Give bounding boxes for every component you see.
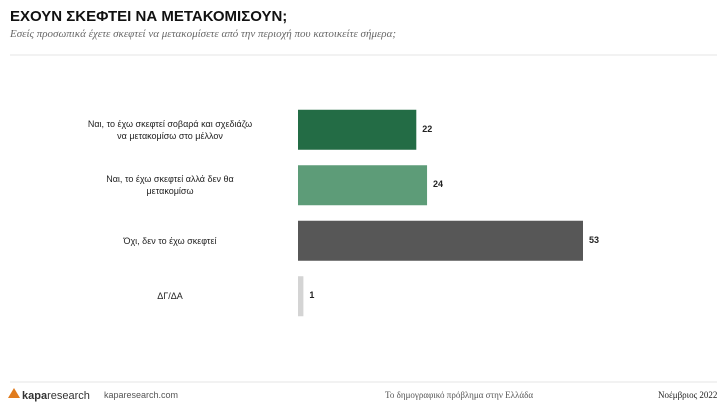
bar <box>298 109 417 150</box>
bar <box>298 276 304 317</box>
category-label: Ναι, το έχω σκεφτεί σοβαρά και σχεδιάζω … <box>87 118 253 141</box>
chart-subtitle: Εσείς προσωπικά έχετε σκεφτεί να μετακομ… <box>10 28 397 40</box>
chart-title: ΕΧΟΥΝ ΣΚΕΦΤΕΙ ΝΑ ΜΕΤΑΚΟΜΙΣΟΥΝ; <box>10 8 288 25</box>
topic: Το δημογραφικό πρόβλημα στην Ελλάδα <box>385 390 534 400</box>
category-label: Ναι, το έχω σκεφτεί αλλά δεν θα μετακομί… <box>106 174 234 197</box>
logo-icon <box>8 388 20 398</box>
logo-bold: kapa <box>22 390 48 402</box>
bar <box>298 165 428 206</box>
logo: kaparesearch <box>22 390 90 402</box>
site: kaparesearch.com <box>104 390 179 400</box>
value-label: 24 <box>433 179 444 190</box>
category-label: Όχι, δεν το έχω σκεφτεί <box>123 235 217 246</box>
value-label: 1 <box>309 290 315 301</box>
bar <box>298 220 583 261</box>
category-label: ΔΓ/ΔΑ <box>157 291 183 302</box>
logo-light: research <box>47 390 90 402</box>
value-label: 22 <box>422 123 433 134</box>
date: Νοέμβριος 2022 <box>658 390 718 400</box>
value-label: 53 <box>589 234 600 245</box>
